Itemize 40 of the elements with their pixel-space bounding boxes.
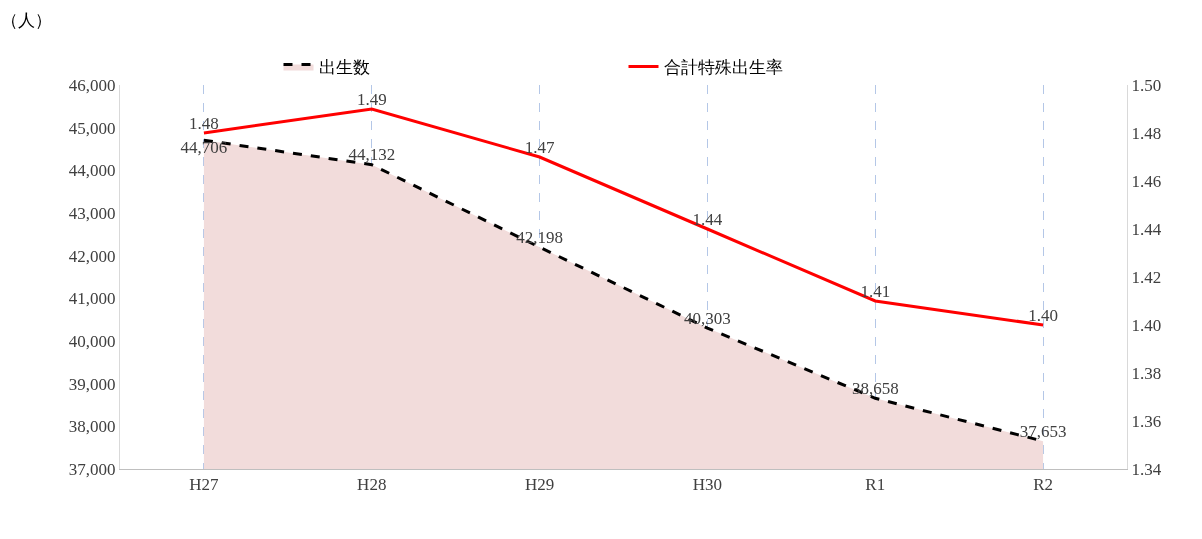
data-label: 37,653: [1019, 421, 1067, 441]
y2-tick-label: 1.46: [1131, 171, 1162, 191]
y-axis-title: （人）: [1, 10, 52, 30]
y-tick-label: 37,000: [68, 459, 116, 479]
x-tick-label: H29: [524, 475, 555, 495]
y2-tick-label: 1.34: [1131, 459, 1162, 479]
x-tick-label: H28: [357, 475, 387, 495]
y2-tick-label: 1.44: [1131, 219, 1162, 239]
data-label: 44,132: [348, 145, 396, 165]
legend-label: 出生数: [318, 57, 370, 78]
data-label: 1.48: [189, 113, 219, 133]
x-tick-label: R1: [865, 475, 886, 495]
x-tick-label: H27: [189, 475, 220, 495]
data-label: 1.49: [356, 89, 387, 109]
y-tick-label: 38,000: [68, 417, 116, 437]
data-label: 40,303: [684, 308, 731, 328]
y-tick-label: 45,000: [68, 118, 116, 138]
data-label: 42,198: [516, 227, 563, 247]
y-tick-label: 39,000: [68, 374, 116, 394]
data-label: 1.47: [524, 137, 555, 157]
y-tick-label: 44,000: [68, 161, 116, 181]
x-tick-label: R2: [1033, 475, 1053, 495]
y2-tick-label: 1.40: [1131, 315, 1162, 335]
y-tick-label: 43,000: [68, 203, 116, 223]
y2-tick-label: 1.36: [1131, 411, 1162, 431]
x-tick-label: H30: [692, 475, 723, 495]
data-label: 1.44: [692, 209, 723, 229]
data-label: 38,658: [851, 379, 899, 399]
y-tick-label: 46,000: [68, 75, 116, 95]
y-tick-label: 40,000: [68, 331, 116, 351]
data-label: 1.40: [1028, 305, 1058, 325]
data-label: 44,706: [180, 137, 228, 157]
legend-label: 合計特殊出生率: [663, 57, 783, 78]
y-tick-label: 41,000: [68, 289, 116, 309]
y2-tick-label: 1.50: [1131, 75, 1162, 95]
data-label: 1.41: [860, 281, 891, 301]
y2-tick-label: 1.48: [1131, 123, 1162, 143]
y2-tick-label: 1.42: [1131, 267, 1162, 287]
y2-tick-label: 1.38: [1131, 363, 1162, 383]
y-tick-label: 42,000: [68, 246, 116, 266]
